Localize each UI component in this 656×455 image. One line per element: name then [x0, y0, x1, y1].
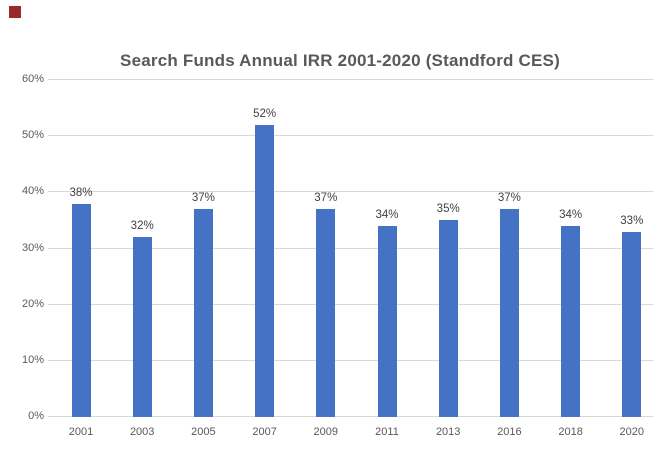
plot-area: 38% 32% 37% 52% 37% 34% 35% 37% 34% 33% — [48, 79, 653, 417]
x-axis-tick-label: 2016 — [497, 426, 522, 438]
bar — [316, 209, 336, 417]
y-axis-tick-label: 10% — [21, 353, 44, 366]
bar — [193, 209, 213, 417]
bar-value-label: 33% — [620, 214, 644, 227]
y-axis-tick-label: 0% — [28, 410, 44, 422]
gridline — [48, 135, 653, 137]
bar-value-label: 34% — [375, 209, 399, 222]
y-axis-tick-label: 20% — [21, 297, 44, 310]
x-axis-tick-label: 2011 — [375, 426, 399, 438]
bar — [438, 220, 458, 417]
bar — [132, 237, 152, 417]
bar-value-label: 52% — [253, 107, 277, 120]
gridline — [48, 303, 653, 305]
bar — [255, 124, 275, 417]
gridline — [48, 359, 653, 361]
bar — [561, 226, 581, 417]
bar-value-label: 37% — [191, 192, 215, 205]
y-axis-tick-label: 30% — [21, 241, 44, 254]
bar-value-label: 35% — [436, 203, 460, 216]
bar — [71, 203, 91, 417]
x-axis-tick-label: 2007 — [252, 426, 277, 438]
gridline — [48, 416, 653, 417]
bar-value-label: 38% — [69, 186, 93, 199]
x-axis-tick-label: 2013 — [435, 426, 461, 438]
corner-marker-square — [9, 6, 21, 18]
chart-title: Search Funds Annual IRR 2001-2020 (Stand… — [120, 51, 560, 70]
y-axis-tick-label: 40% — [21, 185, 44, 198]
bar — [499, 209, 519, 417]
gridline — [48, 79, 653, 80]
bar-value-label: 34% — [559, 209, 583, 222]
x-axis-tick-label: 2005 — [191, 426, 216, 438]
x-axis-tick-label: 2009 — [313, 426, 339, 438]
bar-value-label: 37% — [314, 192, 338, 205]
x-axis-tick-label: 2018 — [558, 426, 583, 438]
gridline — [48, 191, 653, 193]
x-axis-tick-label: 2003 — [129, 426, 155, 438]
gridline — [48, 247, 653, 249]
bar — [622, 231, 642, 417]
bar-value-label: 37% — [497, 192, 521, 205]
bar — [377, 226, 397, 417]
bar-value-label: 32% — [130, 220, 154, 233]
y-axis-tick-label: 60% — [21, 73, 44, 85]
y-axis-tick-label: 50% — [21, 129, 44, 142]
x-axis-tick-label: 2001 — [68, 426, 94, 438]
x-axis-tick-label: 2020 — [619, 426, 645, 438]
